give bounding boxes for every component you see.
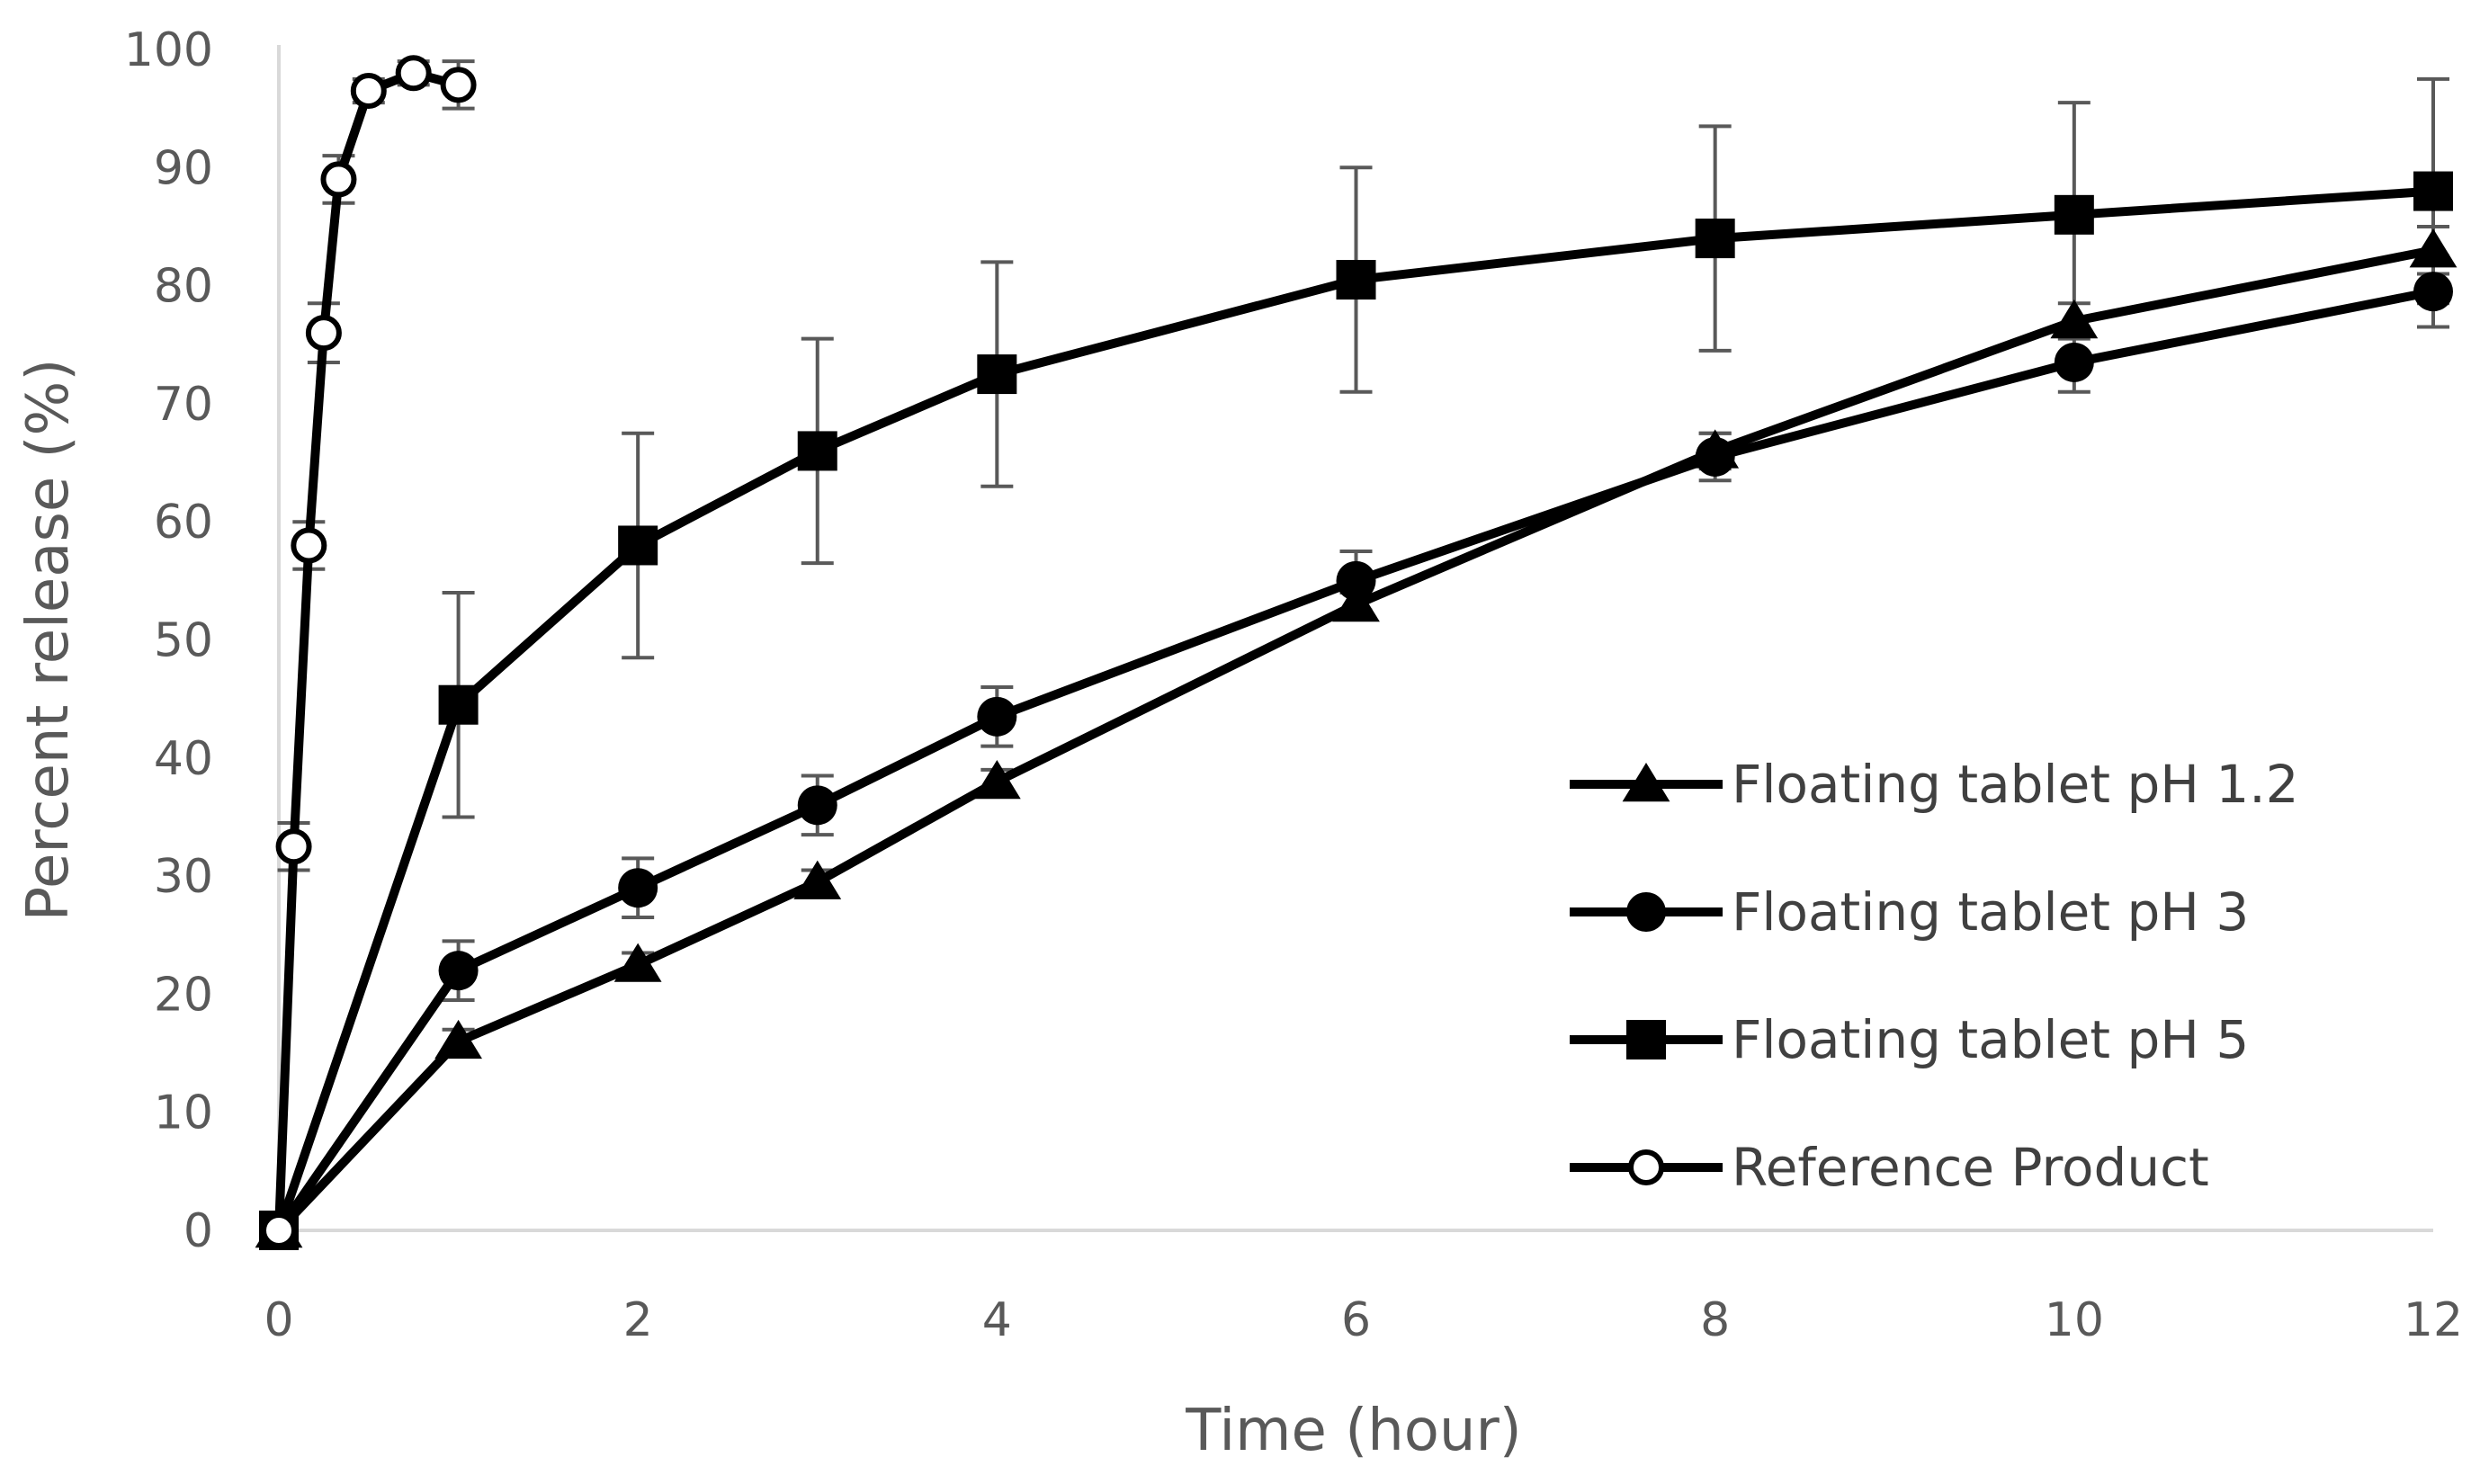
legend-entry: Floating tablet pH 5 [1570,1009,2249,1070]
legend-marker [1622,763,1670,802]
y-tick-label: 60 [154,496,213,550]
legend-label: Floating tablet pH 1.2 [1732,754,2299,815]
data-point [275,828,312,865]
data-point [1332,583,1380,622]
data-point [972,760,1021,800]
legend-entry: Floating tablet pH 3 [1570,881,2249,943]
y-tick-labels: 0 10 20 30 40 50 60 70 80 90 100 [124,23,213,1258]
x-tick-label: 2 [623,1293,653,1347]
series-line [275,246,2434,1234]
x-tick-labels: 0 2 4 6 8 10 12 [264,1293,2463,1347]
data-point [613,943,662,982]
data-point [793,860,842,899]
y-tick-label: 80 [154,260,213,314]
x-tick-label: 0 [264,1293,293,1347]
legend-label: Floating tablet pH 3 [1732,881,2249,943]
y-tick-label: 50 [154,614,213,668]
legend-marker [1626,1020,1666,1059]
data-point [2409,228,2458,268]
data-point [797,785,837,826]
legend-entry: Reference Product [1570,1137,2209,1198]
x-tick-label: 10 [2045,1293,2104,1347]
y-tick-label: 40 [154,732,213,786]
x-tick-label: 12 [2404,1293,2463,1347]
y-tick-label: 0 [184,1204,213,1258]
x-tick-label: 8 [1700,1293,1730,1347]
data-point [440,67,477,103]
data-point [2413,171,2453,211]
data-point [350,72,387,109]
data-point [2054,194,2094,235]
data-point [1695,219,1735,259]
data-point [320,161,357,198]
data-point [1336,260,1376,300]
y-tick-label: 70 [154,378,213,432]
data-point [291,527,327,564]
y-tick-label: 10 [154,1086,213,1140]
x-tick-label: 4 [982,1293,1012,1347]
data-point [2054,342,2094,382]
legend: Floating tablet pH 1.2 Floating tablet pH… [1570,754,2299,1198]
data-point [797,431,837,471]
legend-label: Floating tablet pH 5 [1732,1009,2249,1070]
y-tick-label: 30 [154,850,213,904]
data-point [305,315,342,352]
data-point [261,1212,297,1248]
data-point [2413,272,2453,312]
data-point [1336,560,1376,601]
data-point [977,696,1017,737]
x-axis-title: Time (hour) [1185,1398,1522,1464]
legend-entry: Floating tablet pH 1.2 [1570,754,2299,815]
legend-marker [1628,1149,1664,1185]
data-point [395,55,432,92]
x-tick-label: 6 [1341,1293,1371,1347]
legend-label: Reference Product [1732,1137,2209,1198]
axes [277,45,2433,1232]
data-point [977,354,1017,395]
data-point [1695,436,1735,477]
y-axis-title: Percent release (%) [15,359,82,922]
series-line [274,68,460,1231]
data-point [618,868,658,908]
y-tick-label: 90 [154,141,213,195]
y-tick-label: 20 [154,968,213,1022]
series-markers [255,55,2458,1250]
legend-marker [1626,892,1666,932]
data-point [2050,299,2099,339]
data-point [438,951,479,991]
y-tick-label: 100 [124,23,213,77]
data-point [434,1019,482,1059]
data-point [618,525,658,566]
data-point [438,684,479,725]
